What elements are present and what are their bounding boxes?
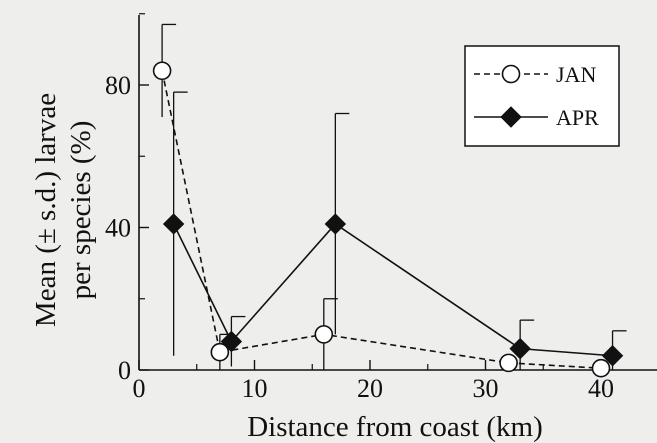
point-jan — [591, 358, 611, 378]
x-tick-label: 30 — [473, 374, 499, 403]
point-apr — [162, 213, 185, 235]
legend-marker-jan — [501, 64, 521, 84]
y-axis-title-line-1: Mean (± s.d.) larvae — [30, 93, 62, 327]
series-jan — [152, 23, 611, 378]
x-tick-label: 0 — [133, 374, 146, 403]
point-apr — [324, 213, 347, 235]
y-axis-title-line-2: per species (%) — [65, 121, 97, 300]
y-tick-label: 0 — [118, 356, 131, 385]
point-jan — [499, 353, 518, 373]
series-layer — [152, 23, 627, 378]
legend-box — [464, 45, 620, 147]
point-jan — [152, 61, 172, 81]
point-jan — [210, 342, 230, 362]
point-apr — [509, 337, 531, 360]
point-jan — [314, 325, 334, 344]
series-line-apr — [172, 222, 613, 357]
point-apr — [220, 330, 243, 353]
point-apr — [601, 345, 624, 367]
legend: JAN APR — [464, 45, 620, 147]
y-tick-label: 40 — [105, 214, 131, 243]
x-tick-label: 10 — [242, 374, 268, 403]
axes: 0 10 20 30 40 0 40 80 — [105, 13, 657, 403]
series-apr — [162, 91, 627, 370]
legend-label-jan: JAN — [556, 62, 596, 87]
x-axis-title: Distance from coast (km) — [247, 411, 543, 443]
x-tick-label: 20 — [357, 374, 383, 403]
x-tick-label: 40 — [588, 374, 614, 403]
legend-label-apr: APR — [556, 105, 599, 130]
y-tick-label: 80 — [105, 71, 131, 100]
legend-marker-apr — [500, 106, 522, 128]
